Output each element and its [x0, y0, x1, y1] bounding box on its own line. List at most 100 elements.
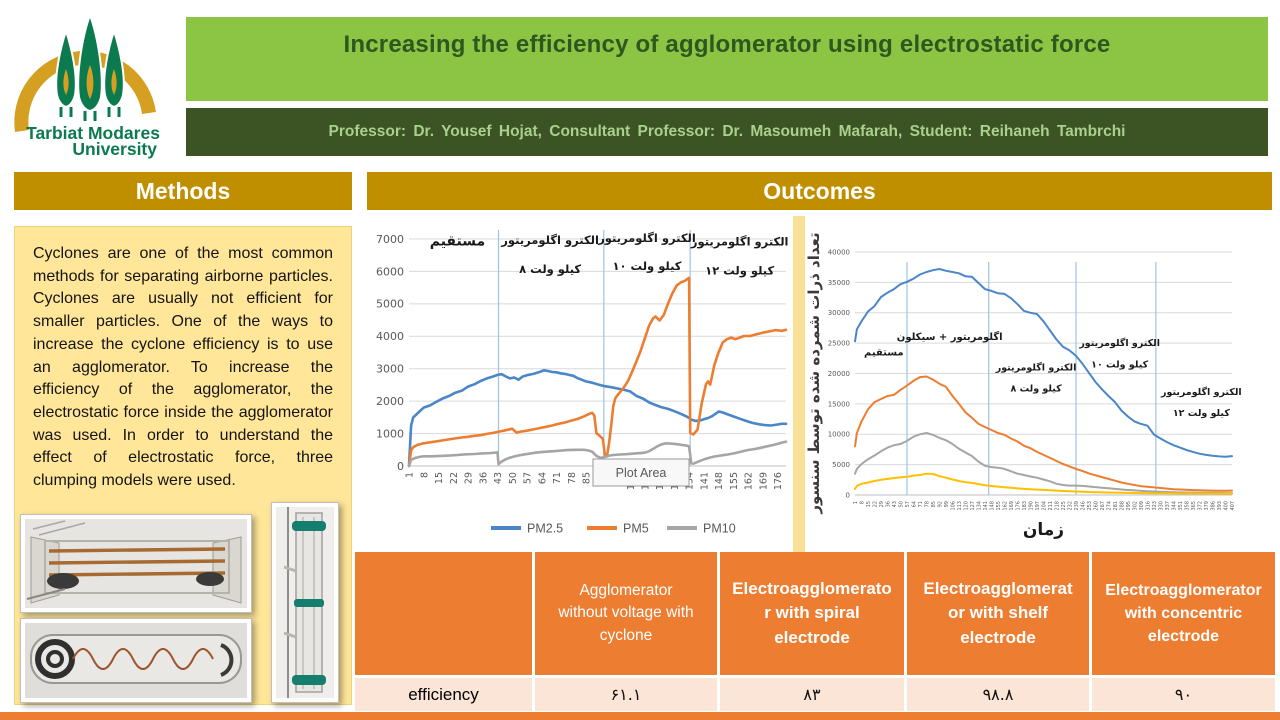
- legend: PM2.5 PM5 PM10: [491, 522, 736, 536]
- svg-text:232: 232: [1067, 501, 1073, 511]
- svg-text:211: 211: [1048, 501, 1054, 511]
- svg-text:1000: 1000: [376, 427, 404, 440]
- series-PM2.5: [407, 369, 788, 468]
- svg-text:1: 1: [405, 472, 416, 478]
- svg-text:78: 78: [924, 501, 930, 507]
- svg-text:260: 260: [1093, 501, 1099, 511]
- svg-text:الکترو اگلومریتور: الکترو اگلومریتور: [690, 234, 789, 249]
- svg-text:141: 141: [983, 501, 989, 511]
- chart-separator-strip: [793, 216, 805, 552]
- svg-text:6000: 6000: [376, 265, 404, 278]
- svg-text:106: 106: [950, 501, 956, 511]
- efficiency-value-spiral: ۸۳: [720, 678, 904, 711]
- svg-text:386: 386: [1210, 501, 1216, 511]
- logo-text-line2: University: [72, 139, 157, 159]
- svg-text:۱۰ کیلو ولت: ۱۰ کیلو ولت: [1091, 359, 1148, 370]
- svg-text:5000: 5000: [832, 461, 850, 469]
- svg-text:۱۲ کیلو ولت: ۱۲ کیلو ولت: [1173, 408, 1230, 419]
- svg-text:337: 337: [1165, 501, 1171, 511]
- svg-text:323: 323: [1152, 501, 1158, 511]
- svg-text:43: 43: [493, 472, 504, 484]
- svg-text:288: 288: [1119, 501, 1125, 511]
- svg-text:274: 274: [1106, 501, 1112, 511]
- plot-area-tooltip: Plot Area: [592, 458, 690, 487]
- series-yellow: [854, 472, 1233, 495]
- table-header-spiral-electrode: Electroagglomerator with spiral electrod…: [720, 552, 904, 675]
- series-blue: [854, 268, 1233, 458]
- svg-text:330: 330: [1158, 501, 1164, 511]
- svg-text:113: 113: [957, 501, 963, 511]
- svg-text:PM10: PM10: [703, 522, 736, 536]
- svg-text:169: 169: [1009, 501, 1015, 511]
- svg-text:0: 0: [846, 491, 850, 499]
- svg-text:30000: 30000: [828, 309, 850, 317]
- svg-text:20000: 20000: [828, 370, 850, 378]
- svg-text:50: 50: [898, 501, 904, 507]
- credits-bar: Professor: Dr. Yousef Hojat, Consultant …: [186, 108, 1268, 156]
- svg-text:الکترو اگلومریتور: الکترو اگلومریتور: [1160, 386, 1242, 398]
- svg-text:22: 22: [449, 472, 460, 484]
- svg-text:393: 393: [1217, 501, 1223, 511]
- university-logo: Tarbiat Modares University: [0, 0, 186, 170]
- svg-text:309: 309: [1139, 501, 1145, 511]
- chart-annotations: مستقیم اگلومریتور + سیکلون الکترو اگلومریت…: [864, 330, 1242, 419]
- svg-text:85: 85: [582, 472, 593, 484]
- svg-text:15: 15: [434, 472, 445, 484]
- page-title: Increasing the efficiency of agglomerato…: [343, 31, 1111, 58]
- table-header-agglomerator-no-voltage: Agglomerator without voltage with cyclon…: [535, 552, 717, 675]
- photo-shelf-electrode-agglomerator: [20, 514, 252, 613]
- svg-text:57: 57: [905, 501, 911, 507]
- table-row-label-efficiency: efficiency: [355, 678, 532, 711]
- svg-text:190: 190: [1028, 501, 1034, 511]
- svg-text:1: 1: [853, 501, 859, 504]
- svg-text:35000: 35000: [828, 279, 850, 287]
- svg-text:۱۰ کیلو ولت: ۱۰ کیلو ولت: [613, 259, 682, 274]
- svg-text:29: 29: [464, 472, 475, 484]
- svg-text:مستقیم: مستقیم: [430, 233, 485, 249]
- svg-text:204: 204: [1041, 501, 1047, 511]
- svg-text:50: 50: [508, 472, 519, 484]
- svg-text:197: 197: [1035, 501, 1041, 511]
- svg-text:Plot Area: Plot Area: [616, 466, 667, 480]
- methods-section-header: Methods: [14, 172, 352, 210]
- svg-text:الکترو اگلومریتور: الکترو اگلومریتور: [1078, 337, 1160, 349]
- svg-text:الکترو اگلومریتور: الکترو اگلومریتور: [995, 361, 1077, 373]
- svg-text:الکترو اگلومریتور: الکترو اگلومریتور: [597, 231, 696, 246]
- svg-text:4000: 4000: [376, 330, 404, 343]
- svg-text:176: 176: [773, 472, 784, 490]
- efficiency-value-concentric: ۹۰: [1092, 678, 1275, 711]
- svg-text:71: 71: [552, 472, 563, 484]
- svg-text:29: 29: [879, 501, 885, 507]
- svg-text:134: 134: [976, 501, 982, 511]
- svg-text:64: 64: [537, 472, 548, 484]
- svg-text:7000: 7000: [376, 233, 404, 246]
- logo-cypress-trees: [55, 12, 125, 121]
- svg-text:3000: 3000: [376, 363, 404, 376]
- svg-text:زمان: زمان: [1023, 520, 1064, 540]
- svg-text:78: 78: [567, 472, 578, 484]
- series-orange: [854, 375, 1233, 492]
- svg-text:246: 246: [1080, 501, 1086, 511]
- svg-text:120: 120: [963, 501, 969, 511]
- svg-text:155: 155: [729, 472, 740, 490]
- y-gridlines-and-labels: 0 1000 2000 3000 4000 5000 6000 7000: [376, 233, 786, 473]
- svg-text:8: 8: [419, 472, 430, 478]
- svg-text:15000: 15000: [828, 400, 850, 408]
- svg-text:0: 0: [397, 460, 404, 473]
- svg-text:365: 365: [1191, 501, 1197, 511]
- photo-concentric-electrode-agglomerator: [271, 502, 339, 703]
- svg-text:162: 162: [744, 472, 755, 490]
- svg-text:218: 218: [1054, 501, 1060, 511]
- svg-text:92: 92: [937, 501, 943, 507]
- svg-text:43: 43: [892, 501, 898, 507]
- svg-text:2000: 2000: [376, 395, 404, 408]
- svg-text:40000: 40000: [828, 248, 850, 256]
- outcomes-section-header: Outcomes: [367, 172, 1272, 210]
- bottom-accent-strip: [0, 712, 1280, 720]
- svg-text:۱۲ کیلو ولت: ۱۲ کیلو ولت: [705, 264, 774, 279]
- svg-text:الکترو اگلومریتور: الکترو اگلومریتور: [500, 233, 599, 248]
- svg-text:407: 407: [1230, 501, 1236, 511]
- svg-text:400: 400: [1223, 501, 1229, 511]
- svg-text:تعداد ذرات شمرده شده توسط سنسو: تعداد ذرات شمرده شده توسط سنسور: [805, 232, 823, 514]
- svg-text:15: 15: [866, 501, 872, 507]
